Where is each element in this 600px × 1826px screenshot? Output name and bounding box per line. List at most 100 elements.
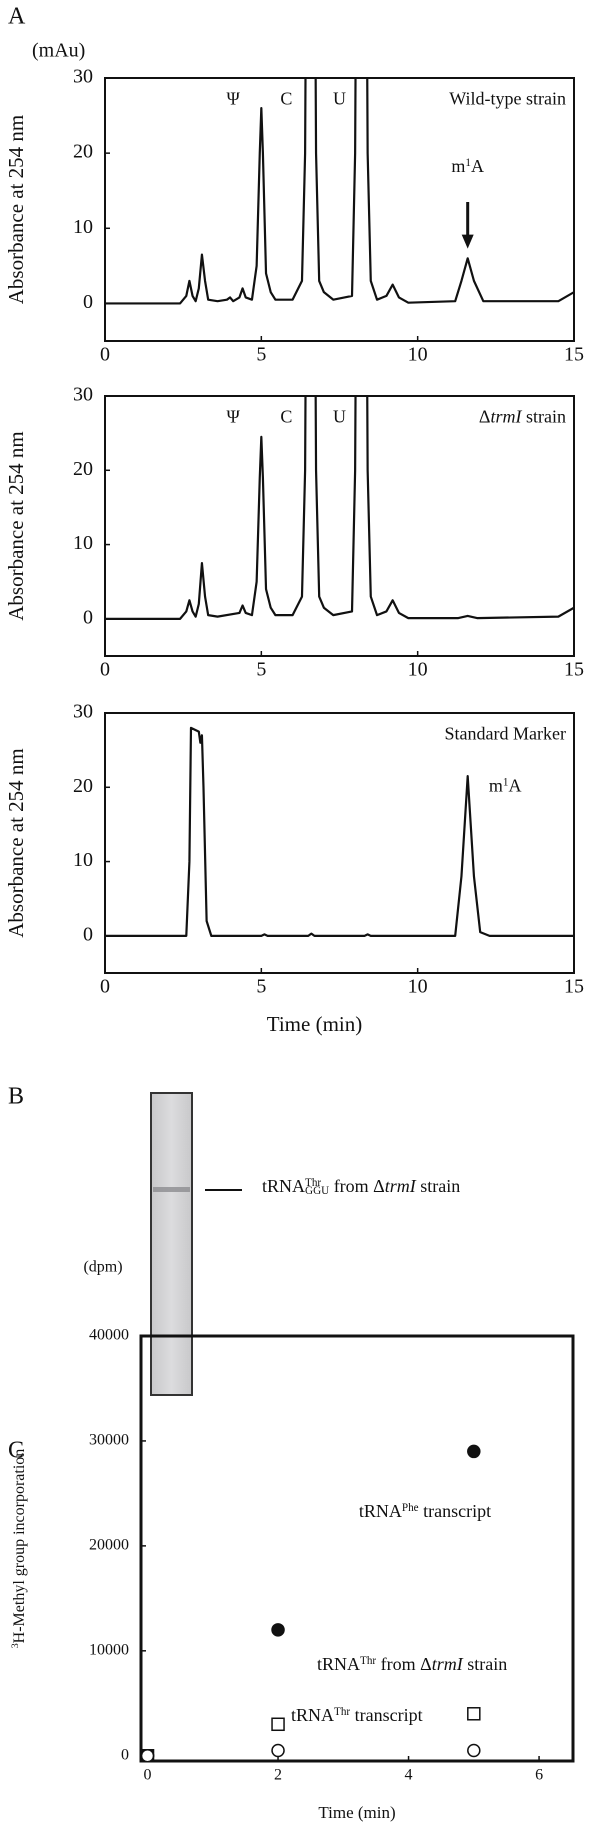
text-part: m: [451, 156, 465, 176]
text-part: 3: [10, 1643, 21, 1648]
arrow-head: [461, 234, 474, 249]
y-tick-label: 20: [73, 458, 93, 480]
panel-label: A: [8, 4, 26, 30]
peak-label: C: [280, 89, 292, 109]
trace: [105, 78, 574, 305]
text-part: transcript: [419, 1501, 491, 1521]
marker: [271, 1717, 285, 1732]
marker: [467, 1707, 481, 1721]
legend-label: tRNAThr transcript: [291, 1705, 423, 1725]
panel-label: B: [8, 1084, 24, 1110]
y-tick-label: 0: [83, 291, 93, 313]
text-part: trmI: [385, 1176, 417, 1196]
x-tick-label: 15: [564, 344, 584, 366]
marker: [467, 1743, 481, 1758]
gel-lane: [150, 1092, 193, 1396]
y-tick-label: 0: [121, 1746, 129, 1763]
y-tick-label: 10: [73, 532, 93, 554]
annotation: Wild-type strain: [449, 89, 566, 109]
legend-label: tRNAPhe transcript: [359, 1501, 491, 1521]
y-tick-label: 30: [73, 701, 93, 723]
text-part: Δ: [479, 406, 491, 426]
panel-label: C: [8, 1438, 24, 1464]
x-tick-label: 15: [564, 659, 584, 681]
y-axis-label: Absorbance at 254 nm: [4, 748, 28, 938]
text-part: 1: [503, 776, 509, 788]
marker: [271, 1623, 285, 1637]
y-tick-label: 30000: [89, 1432, 129, 1449]
plot-frame: [104, 77, 575, 342]
text-part: Thr: [360, 1655, 376, 1667]
peak-label: C: [280, 406, 292, 426]
peak-label: U: [333, 89, 346, 109]
x-tick-label: 5: [256, 976, 266, 998]
text-part: tRNA: [359, 1501, 402, 1521]
y-tick-label: 30: [73, 384, 93, 406]
text-part: transcript: [350, 1705, 422, 1725]
x-tick-label: 6: [535, 1767, 543, 1784]
y-tick-label: 10: [73, 216, 93, 238]
y-tick-label: 30: [73, 66, 93, 88]
marker: [140, 1749, 155, 1763]
peak-label: Ψ: [227, 89, 241, 109]
annotation: Standard Marker: [445, 723, 566, 743]
x-tick-label: 0: [100, 344, 110, 366]
y-unit: (dpm): [83, 1259, 122, 1276]
x-tick-label: 0: [144, 1767, 152, 1784]
y-unit: (mAu): [32, 40, 85, 62]
y-tick-label: 0: [83, 923, 93, 945]
y-tick-label: 20: [73, 141, 93, 163]
x-tick-label: 0: [100, 659, 110, 681]
y-tick-label: 20000: [89, 1537, 129, 1554]
text-part: tRNA: [317, 1654, 360, 1674]
text-part: Thr: [334, 1706, 350, 1718]
marker: [467, 1444, 481, 1459]
text-part: GGU: [305, 1185, 329, 1197]
y-tick-label: 20: [73, 775, 93, 797]
y-tick-label: 40000: [89, 1327, 129, 1344]
text-part: A: [471, 156, 484, 176]
x-tick-label: 4: [405, 1767, 413, 1784]
y-tick-label: 10000: [89, 1641, 129, 1658]
annotation: m1A: [489, 775, 522, 795]
text-part: 1: [465, 157, 471, 169]
y-axis-label: Absorbance at 254 nm: [4, 431, 28, 621]
x-tick-label: 10: [408, 344, 428, 366]
text-part: Thr: [305, 1177, 321, 1189]
text-part: from Δ: [329, 1176, 385, 1196]
text-part: trmI: [432, 1654, 464, 1674]
legend-label: tRNAThr from ΔtrmI strain: [317, 1654, 507, 1674]
annotation: ΔtrmI strain: [479, 406, 566, 426]
y-axis-label: 3H-Methyl group incorporation: [10, 1449, 28, 1649]
gel-band: [153, 1187, 190, 1192]
text-part: trmI: [491, 406, 523, 426]
peak-label: U: [333, 406, 346, 426]
y-tick-label: 0: [83, 606, 93, 628]
y-tick-label: 10: [73, 849, 93, 871]
text-part: strain: [416, 1176, 461, 1196]
text-part: tRNA: [291, 1705, 334, 1725]
x-tick-label: 0: [100, 976, 110, 998]
text-part: H-Methyl group incorporation: [11, 1449, 28, 1644]
text-part: from Δ: [376, 1654, 432, 1674]
x-tick-label: 5: [256, 659, 266, 681]
x-tick-label: 10: [408, 659, 428, 681]
y-axis-label: Absorbance at 254 nm: [4, 115, 28, 305]
annotation: m1A: [451, 156, 484, 176]
x-tick-label: 10: [408, 976, 428, 998]
x-tick-label: 2: [274, 1767, 282, 1784]
peak-label: Ψ: [227, 406, 241, 426]
text-part: tRNA: [262, 1176, 305, 1196]
x-axis-label: Time (min): [318, 1803, 395, 1822]
text-part: A: [509, 775, 522, 795]
plot-frame: [104, 712, 575, 974]
x-tick-label: 5: [256, 344, 266, 366]
plot-frame: [139, 1334, 575, 1763]
trace: [105, 396, 574, 620]
text-part: strain: [463, 1654, 508, 1674]
plot-frame: [104, 395, 575, 657]
band-label: tRNAThr GGU from ΔtrmI strain: [262, 1176, 460, 1197]
text-part: m: [489, 775, 503, 795]
trace: [105, 726, 574, 937]
